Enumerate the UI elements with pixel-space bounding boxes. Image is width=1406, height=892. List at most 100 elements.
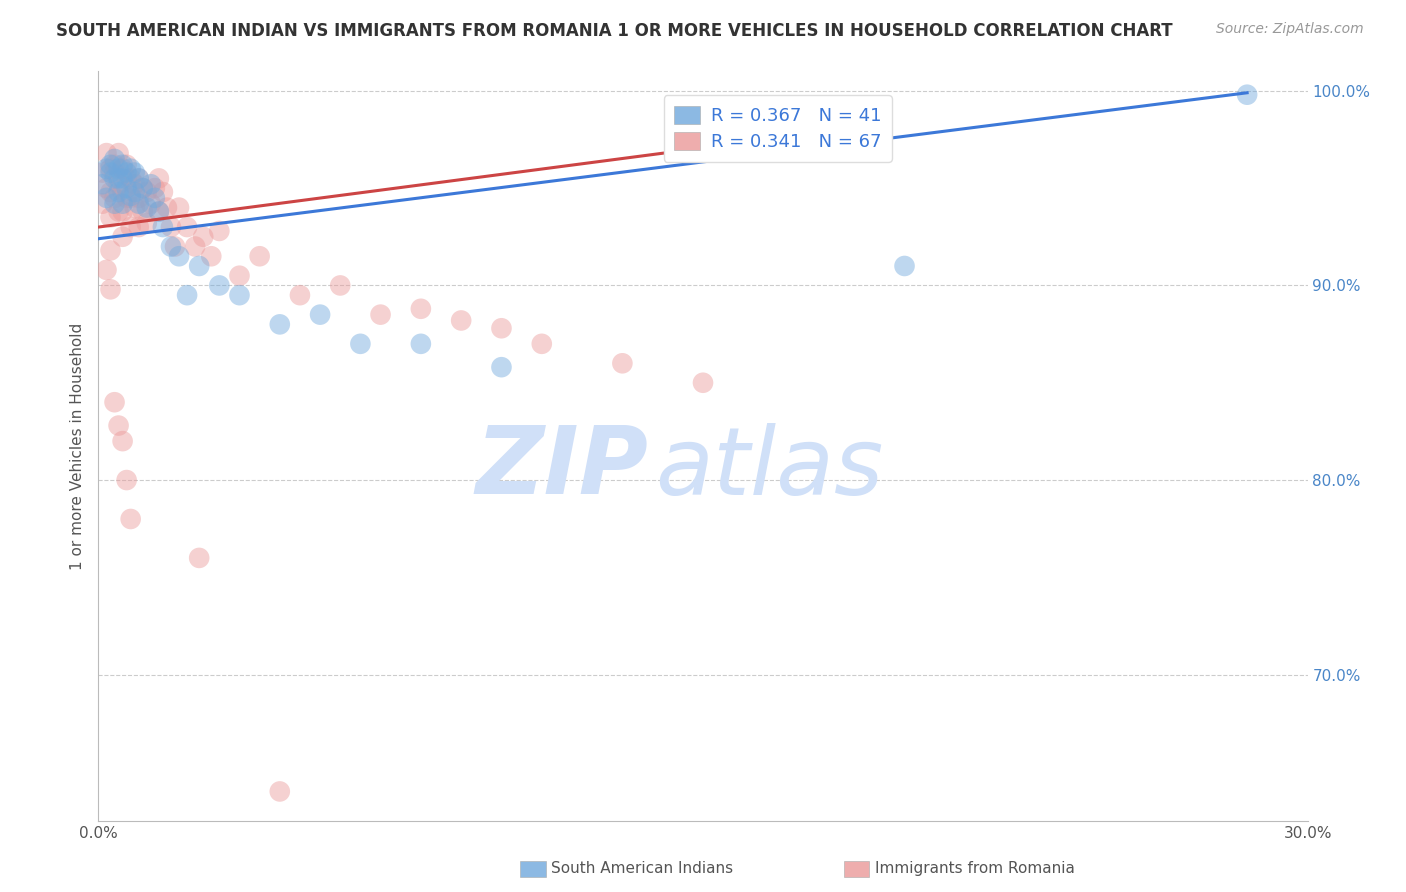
Point xyxy=(128,171,150,186)
Point xyxy=(188,550,211,565)
Point xyxy=(132,204,155,219)
Point xyxy=(120,512,142,526)
Point xyxy=(100,165,122,179)
Point xyxy=(120,189,142,203)
Text: SOUTH AMERICAN INDIAN VS IMMIGRANTS FROM ROMANIA 1 OR MORE VEHICLES IN HOUSEHOLD: SOUTH AMERICAN INDIAN VS IMMIGRANTS FROM… xyxy=(56,22,1173,40)
Text: Source: ZipAtlas.com: Source: ZipAtlas.com xyxy=(1216,22,1364,37)
Point xyxy=(91,178,114,192)
Point xyxy=(96,161,118,176)
Point xyxy=(111,158,134,172)
Point xyxy=(128,196,150,211)
Point xyxy=(148,171,170,186)
Point xyxy=(176,220,198,235)
Point xyxy=(100,161,122,176)
Point xyxy=(409,336,432,351)
Point xyxy=(103,152,125,166)
Point xyxy=(103,191,125,205)
Point xyxy=(200,249,222,263)
Point xyxy=(124,178,146,192)
Point xyxy=(139,196,162,211)
Point xyxy=(103,196,125,211)
Point xyxy=(96,146,118,161)
Point xyxy=(135,216,157,230)
Point xyxy=(96,263,118,277)
Y-axis label: 1 or more Vehicles in Household: 1 or more Vehicles in Household xyxy=(69,322,84,570)
Point xyxy=(160,239,183,253)
Point xyxy=(100,185,122,199)
Point xyxy=(530,336,553,351)
Point xyxy=(100,282,122,296)
Point xyxy=(120,171,142,186)
Text: Immigrants from Romania: Immigrants from Romania xyxy=(875,862,1074,876)
Point xyxy=(111,196,134,211)
Point xyxy=(349,336,371,351)
Point xyxy=(128,191,150,205)
Point xyxy=(107,418,129,433)
Point xyxy=(491,360,513,375)
Point xyxy=(184,239,207,253)
Point xyxy=(249,249,271,263)
Point xyxy=(893,259,915,273)
Point xyxy=(124,185,146,199)
Point xyxy=(208,224,231,238)
Point xyxy=(115,171,138,186)
Point xyxy=(111,229,134,244)
Point xyxy=(269,784,291,798)
Point xyxy=(111,171,134,186)
Point xyxy=(143,181,166,195)
Point xyxy=(152,220,174,235)
Point xyxy=(96,191,118,205)
Point xyxy=(491,321,513,335)
Point xyxy=(269,318,291,332)
Point xyxy=(100,244,122,258)
Point xyxy=(100,211,122,225)
Point xyxy=(152,185,174,199)
Point xyxy=(163,239,186,253)
Point xyxy=(111,434,134,449)
Point xyxy=(115,191,138,205)
Point xyxy=(193,229,215,244)
Point xyxy=(103,158,125,172)
Point xyxy=(132,181,155,195)
Point xyxy=(124,201,146,215)
Point xyxy=(124,165,146,179)
Point xyxy=(329,278,352,293)
Point xyxy=(143,191,166,205)
Point xyxy=(115,473,138,487)
Point xyxy=(103,165,125,179)
Point xyxy=(91,196,114,211)
Point xyxy=(1236,87,1258,102)
Point xyxy=(115,181,138,195)
Point xyxy=(156,201,179,215)
Point xyxy=(450,313,472,327)
Point xyxy=(135,201,157,215)
Point xyxy=(167,249,190,263)
Point xyxy=(111,185,134,199)
Point xyxy=(188,259,211,273)
Point xyxy=(107,161,129,176)
Point xyxy=(111,161,134,176)
Point xyxy=(128,220,150,235)
Point xyxy=(228,268,250,283)
Text: South American Indians: South American Indians xyxy=(551,862,734,876)
Point xyxy=(115,158,138,172)
Point xyxy=(148,204,170,219)
Point xyxy=(148,204,170,219)
Point xyxy=(120,191,142,205)
Point xyxy=(135,185,157,199)
Point xyxy=(107,178,129,192)
Point xyxy=(100,158,122,172)
Text: ZIP: ZIP xyxy=(475,423,648,515)
Point xyxy=(120,220,142,235)
Point xyxy=(612,356,634,370)
Point xyxy=(128,171,150,186)
Point xyxy=(103,395,125,409)
Point xyxy=(107,204,129,219)
Point xyxy=(288,288,311,302)
Point xyxy=(120,161,142,176)
Point xyxy=(409,301,432,316)
Point xyxy=(96,181,118,195)
Point xyxy=(132,181,155,195)
Point xyxy=(107,185,129,199)
Point xyxy=(115,165,138,179)
